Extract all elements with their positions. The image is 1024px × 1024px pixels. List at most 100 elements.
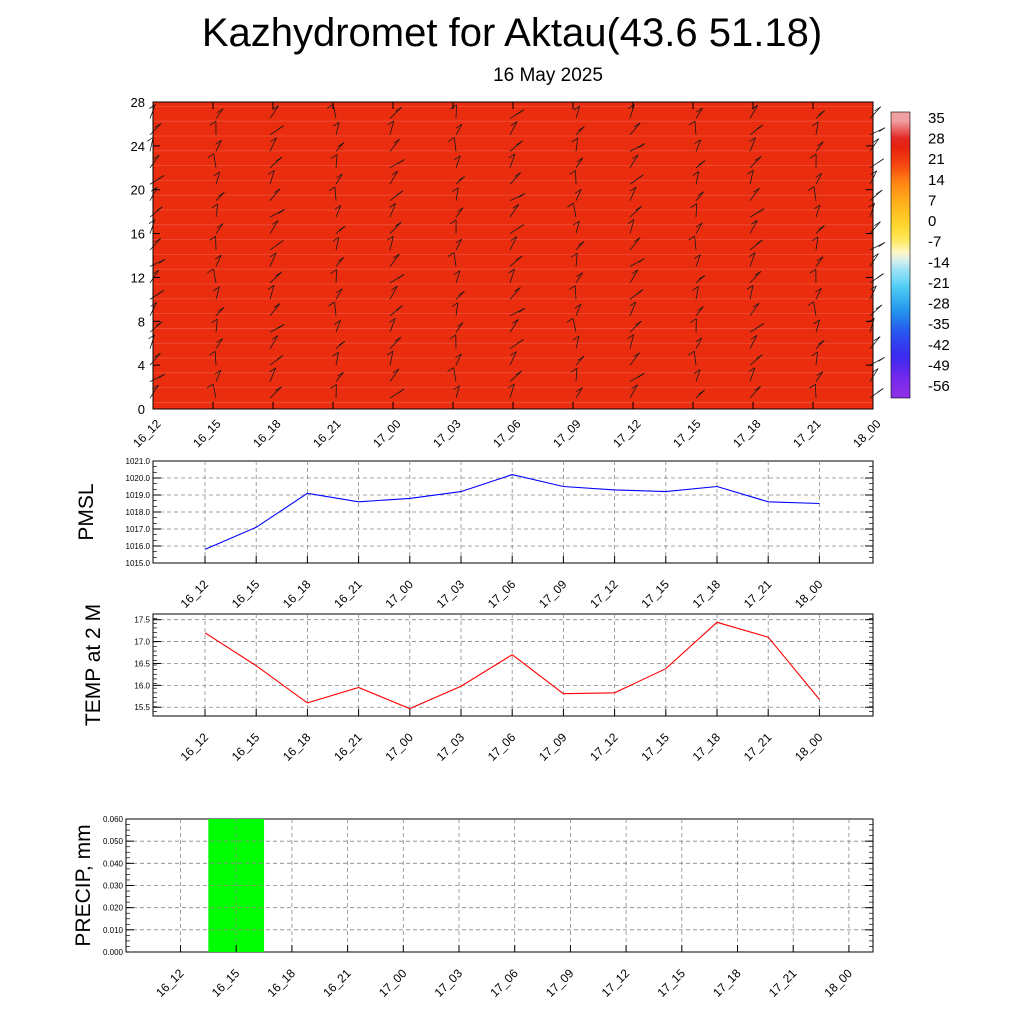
x-tick-label: 16_21 xyxy=(331,577,365,611)
y-tick-label: 1017.0 xyxy=(126,525,151,534)
wind-barb xyxy=(629,237,641,251)
series-line xyxy=(204,621,820,710)
wind-barb-flag xyxy=(571,252,578,258)
wind-barb xyxy=(749,367,756,382)
wind-barb xyxy=(815,351,818,366)
x-tick-label: 17_06 xyxy=(485,577,519,611)
wind-barb-flag xyxy=(272,105,279,110)
wind-barb xyxy=(389,336,402,349)
wind-barb-flag xyxy=(816,256,824,262)
wind-barb-flag xyxy=(754,271,762,276)
wind-barb-flag xyxy=(815,287,822,293)
y-tick-label: 1016.0 xyxy=(126,542,151,551)
x-tick-label: 17_21 xyxy=(790,417,824,451)
colorbar-label: 7 xyxy=(928,192,936,209)
x-tick-label: 18_00 xyxy=(792,730,826,764)
wind-barb-flag xyxy=(578,126,585,131)
wind-barb-flag xyxy=(868,202,875,208)
wind-barb-flag xyxy=(573,220,580,226)
x-tick-label: 16_12 xyxy=(130,417,164,451)
wind-barb xyxy=(335,205,342,218)
wind-barb xyxy=(629,154,639,169)
wind-barb-flag xyxy=(447,367,454,372)
wind-barb-flag xyxy=(215,139,222,145)
wind-barb xyxy=(269,252,277,267)
wind-barb-flag xyxy=(278,323,285,329)
wind-barb-flag xyxy=(568,285,576,290)
wind-barb xyxy=(335,142,345,152)
wind-barb xyxy=(575,387,583,399)
wind-barb-flag xyxy=(152,269,160,275)
wind-barb-flag xyxy=(818,340,825,345)
wind-barb-flag xyxy=(158,258,166,264)
y-tick-label: 0.060 xyxy=(103,815,124,824)
wind-barb-flag xyxy=(638,258,645,263)
wind-barb-flag xyxy=(571,137,578,143)
wind-barb-flag xyxy=(872,138,880,143)
wind-barb-flag xyxy=(636,289,644,294)
wind-barb xyxy=(269,386,282,399)
y-axis-label: PMSL xyxy=(75,483,98,540)
wind-barb-flag xyxy=(751,219,758,225)
wind-barb-flag xyxy=(818,225,825,230)
wind-barb xyxy=(509,287,521,300)
y-tick-label: 28 xyxy=(131,95,145,110)
wind-barb-flag xyxy=(158,373,166,379)
y-tick-label: 16.5 xyxy=(134,659,150,668)
wind-barb xyxy=(269,285,275,300)
wind-barb xyxy=(269,170,275,185)
wind-barb-flag xyxy=(209,235,216,241)
wind-barb-flag xyxy=(332,121,340,127)
wind-barb-flag xyxy=(514,172,521,177)
wind-barb-flag xyxy=(577,241,585,246)
wind-barb xyxy=(455,270,461,284)
wind-barb-flag xyxy=(637,174,644,180)
colorbar: 35 28 21 14 7 0 -7 -14 -21 -28 -35 -42 -49 -56 xyxy=(890,110,950,399)
x-tick-label: 17_12 xyxy=(587,730,621,764)
wind-barb xyxy=(815,384,817,399)
x-tick-label: 17_06 xyxy=(487,966,521,1000)
x-tick-label: 17_06 xyxy=(490,417,524,451)
wind-barb xyxy=(575,368,578,382)
wind-barb-flag xyxy=(277,125,284,131)
colorbar-label: -49 xyxy=(928,357,950,374)
wind-barb xyxy=(389,203,396,218)
wind-barb-flag xyxy=(397,388,405,394)
wind-barb-flag xyxy=(518,193,526,198)
wind-barb-flag xyxy=(815,172,822,178)
wind-barb xyxy=(815,256,824,267)
wind-barb xyxy=(453,137,457,152)
wind-barb-flag xyxy=(690,318,697,323)
wind-barb xyxy=(869,138,880,152)
wind-barb-flag xyxy=(449,334,457,340)
wind-barb xyxy=(389,170,399,185)
colorbar-label: -42 xyxy=(928,337,950,354)
wind-barb xyxy=(575,138,579,152)
wind-barb xyxy=(695,286,699,300)
wind-barb-flag xyxy=(757,208,765,213)
wind-barb xyxy=(575,157,584,169)
wind-barb-flag xyxy=(754,385,761,391)
wind-barb-flag xyxy=(450,104,457,110)
wind-barb-flag xyxy=(457,207,464,212)
wind-barb xyxy=(749,271,762,284)
wind-barb xyxy=(455,302,459,316)
wind-barb xyxy=(509,236,518,251)
wind-barb xyxy=(695,369,701,382)
wind-barb-flag xyxy=(698,160,706,165)
wind-barb xyxy=(509,121,518,136)
x-tick-label: 18_00 xyxy=(822,966,856,1000)
wind-barb xyxy=(509,153,516,168)
wind-barb xyxy=(389,351,394,366)
wind-barb-flag xyxy=(217,306,225,312)
wind-barb-flag xyxy=(697,306,704,311)
wind-barb xyxy=(694,236,697,251)
y-tick-label: 1018.0 xyxy=(126,508,151,517)
wind-barb xyxy=(749,170,754,185)
wind-barb-flag xyxy=(576,157,584,163)
wind-barb-flag xyxy=(574,303,582,309)
wind-barb-flag xyxy=(517,224,524,229)
wind-barb-flag xyxy=(631,269,639,275)
wind-barb-flag xyxy=(514,287,521,292)
wind-barb-flag xyxy=(452,187,459,193)
